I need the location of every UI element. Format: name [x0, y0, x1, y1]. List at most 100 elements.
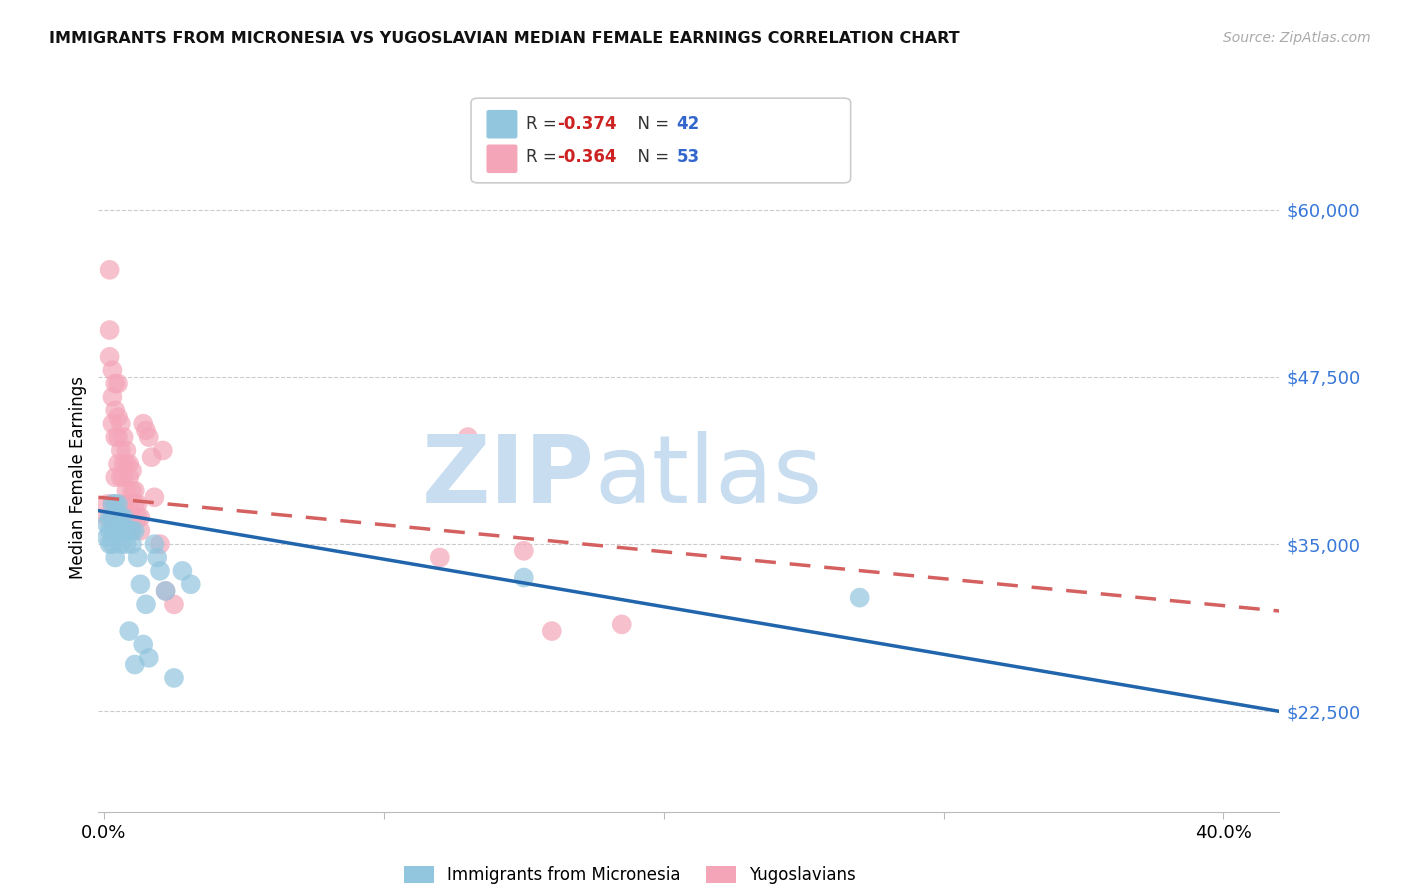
Point — [146, 550, 169, 565]
Point — [429, 550, 451, 565]
Text: R =: R = — [526, 115, 562, 133]
Point — [96, 510, 118, 524]
Point — [513, 543, 536, 558]
Point — [118, 524, 141, 538]
Point — [112, 470, 135, 484]
Point — [104, 430, 127, 444]
Text: -0.374: -0.374 — [557, 115, 616, 133]
Point — [121, 483, 143, 498]
Point — [107, 430, 129, 444]
Text: ZIP: ZIP — [422, 431, 595, 524]
Point — [121, 510, 143, 524]
Point — [104, 376, 127, 391]
Point — [127, 497, 149, 511]
Point — [141, 450, 163, 464]
Point — [110, 443, 132, 458]
Text: N =: N = — [627, 115, 675, 133]
Point — [127, 510, 149, 524]
Point — [104, 403, 127, 417]
Point — [104, 470, 127, 484]
Point — [96, 497, 118, 511]
Point — [135, 423, 157, 437]
Point — [101, 363, 124, 377]
Point — [138, 651, 160, 665]
Point — [118, 470, 141, 484]
Point — [110, 470, 132, 484]
Point — [104, 497, 127, 511]
Text: N =: N = — [627, 148, 675, 166]
Point — [96, 530, 118, 544]
Text: Source: ZipAtlas.com: Source: ZipAtlas.com — [1223, 31, 1371, 45]
Point — [121, 537, 143, 551]
Point — [149, 537, 172, 551]
Point — [124, 497, 146, 511]
Legend: Immigrants from Micronesia, Yugoslavians: Immigrants from Micronesia, Yugoslavians — [398, 859, 862, 890]
Point — [112, 430, 135, 444]
Point — [101, 537, 124, 551]
Point — [143, 491, 166, 505]
Point — [129, 577, 152, 591]
Point — [121, 463, 143, 477]
Point — [101, 390, 124, 404]
Point — [107, 510, 129, 524]
Point — [457, 430, 479, 444]
Point — [127, 550, 149, 565]
Point — [149, 564, 172, 578]
Point — [610, 617, 633, 632]
Point — [172, 564, 194, 578]
Point — [110, 510, 132, 524]
Point — [107, 524, 129, 538]
Point — [107, 457, 129, 471]
Point — [112, 457, 135, 471]
Point — [124, 657, 146, 672]
Point — [163, 671, 186, 685]
Text: IMMIGRANTS FROM MICRONESIA VS YUGOSLAVIAN MEDIAN FEMALE EARNINGS CORRELATION CHA: IMMIGRANTS FROM MICRONESIA VS YUGOSLAVIA… — [49, 31, 960, 46]
Point — [129, 524, 152, 538]
Point — [98, 524, 121, 538]
Point — [115, 537, 138, 551]
Point — [124, 483, 146, 498]
Point — [129, 510, 152, 524]
Point — [112, 524, 135, 538]
Point — [107, 376, 129, 391]
Point — [101, 524, 124, 538]
Text: -0.364: -0.364 — [557, 148, 616, 166]
Point — [98, 262, 121, 277]
Point — [110, 537, 132, 551]
Point — [118, 497, 141, 511]
Point — [98, 510, 121, 524]
Point — [180, 577, 202, 591]
Point — [112, 497, 135, 511]
Point — [121, 524, 143, 538]
Point — [155, 583, 177, 598]
Point — [115, 443, 138, 458]
Point — [132, 417, 155, 431]
Point — [107, 409, 129, 424]
Point — [115, 524, 138, 538]
Point — [110, 417, 132, 431]
Point — [107, 497, 129, 511]
Point — [513, 571, 536, 585]
Y-axis label: Median Female Earnings: Median Female Earnings — [69, 376, 87, 579]
Point — [848, 591, 870, 605]
Point — [138, 430, 160, 444]
Point — [104, 550, 127, 565]
Point — [98, 323, 121, 337]
Point — [110, 524, 132, 538]
Text: 53: 53 — [676, 148, 699, 166]
Point — [98, 537, 121, 551]
Point — [101, 497, 124, 511]
Point — [112, 510, 135, 524]
Point — [101, 417, 124, 431]
Point — [115, 457, 138, 471]
Text: 42: 42 — [676, 115, 700, 133]
Text: R =: R = — [526, 148, 562, 166]
Point — [132, 637, 155, 651]
Point — [118, 457, 141, 471]
Point — [96, 516, 118, 531]
Point — [101, 497, 124, 511]
Point — [143, 537, 166, 551]
Point — [115, 483, 138, 498]
Point — [152, 443, 174, 458]
Point — [155, 583, 177, 598]
